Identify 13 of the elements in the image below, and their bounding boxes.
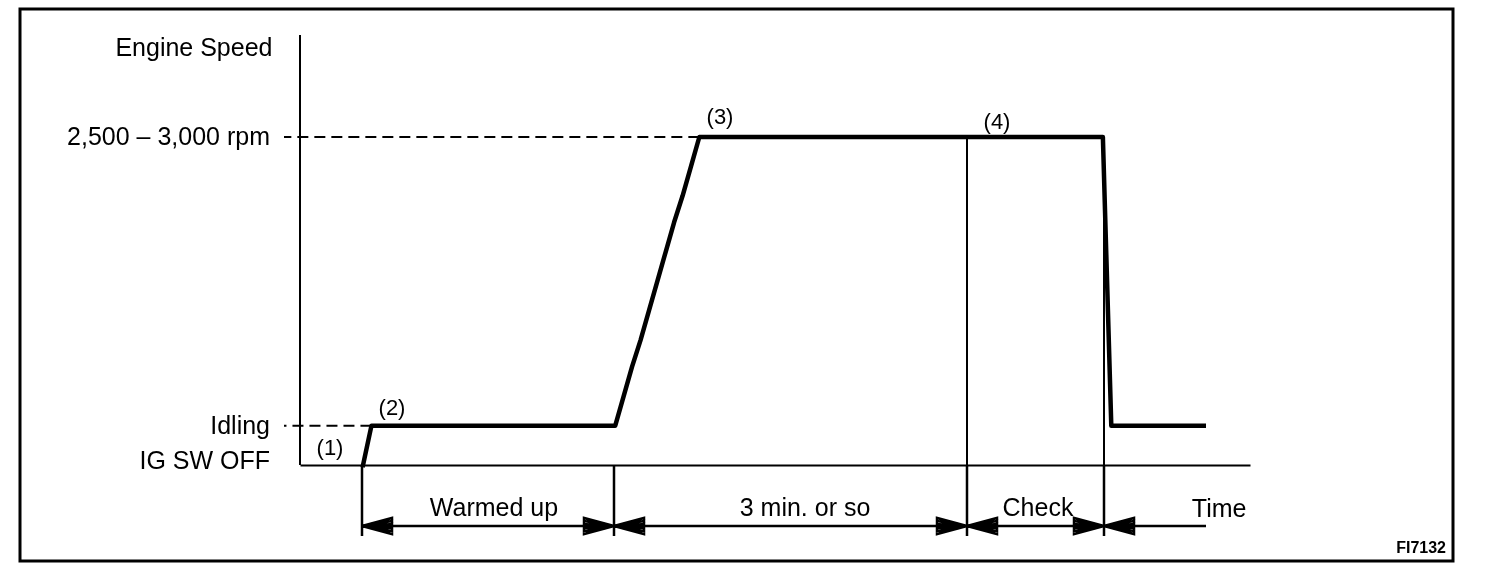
text: Check bbox=[1002, 493, 1074, 521]
annotation: (1) bbox=[316, 435, 344, 460]
text: IG SW OFF bbox=[139, 446, 270, 474]
y-axis-title: Engine Speed bbox=[115, 32, 273, 61]
ref-line-label: Idling bbox=[210, 410, 270, 439]
annotation: (2) bbox=[378, 395, 406, 420]
text: 3 min. or so bbox=[739, 493, 871, 521]
ref-line-label: 2,500 – 3,000 rpm bbox=[67, 122, 270, 150]
text: FI7132 bbox=[1396, 539, 1447, 556]
text: (4) bbox=[983, 109, 1011, 134]
x-axis-title: Time bbox=[1191, 493, 1247, 522]
text: Warmed up bbox=[429, 493, 559, 521]
text: (3) bbox=[706, 104, 734, 129]
